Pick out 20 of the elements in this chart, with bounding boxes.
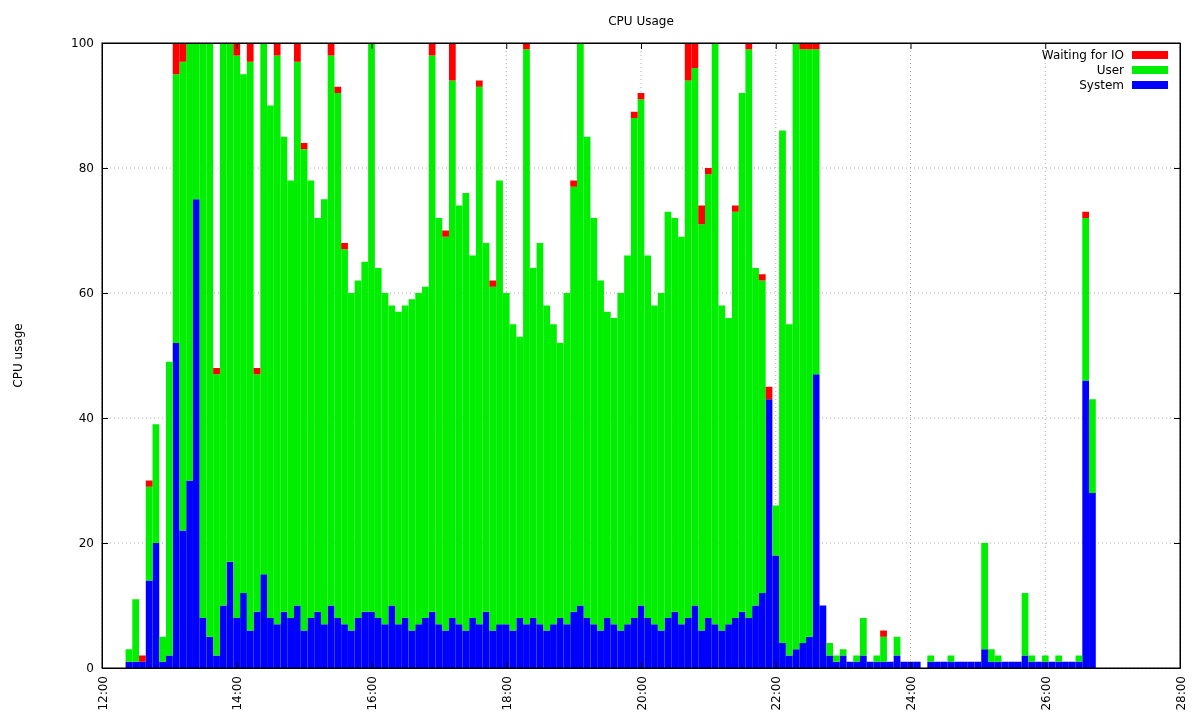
- x-tick-label: 28:00: [1173, 676, 1188, 711]
- y-tick-label: 100: [71, 36, 94, 51]
- x-tick-label: 20:00: [634, 676, 649, 711]
- y-tick-label: 20: [78, 536, 94, 551]
- x-tick-label: 12:00: [95, 676, 110, 711]
- x-tick-label: 18:00: [499, 676, 514, 711]
- x-tick-label: 16:00: [365, 676, 380, 711]
- x-tick-label: 22:00: [769, 676, 784, 711]
- y-tick-label: 0: [86, 661, 94, 676]
- y-tick-label: 60: [78, 286, 94, 301]
- legend-label: User: [1096, 63, 1125, 77]
- x-tick-label: 14:00: [230, 676, 245, 711]
- legend-label: Waiting for IO: [1041, 48, 1124, 62]
- y-tick-label: 80: [78, 161, 94, 176]
- chart-title: CPU Usage: [608, 14, 674, 28]
- y-axis-title: CPU usage: [11, 323, 25, 388]
- legend-label: System: [1079, 78, 1124, 92]
- x-tick-label: 26:00: [1038, 676, 1053, 711]
- x-tick-label: 24:00: [904, 676, 919, 711]
- y-tick-label: 40: [78, 411, 94, 426]
